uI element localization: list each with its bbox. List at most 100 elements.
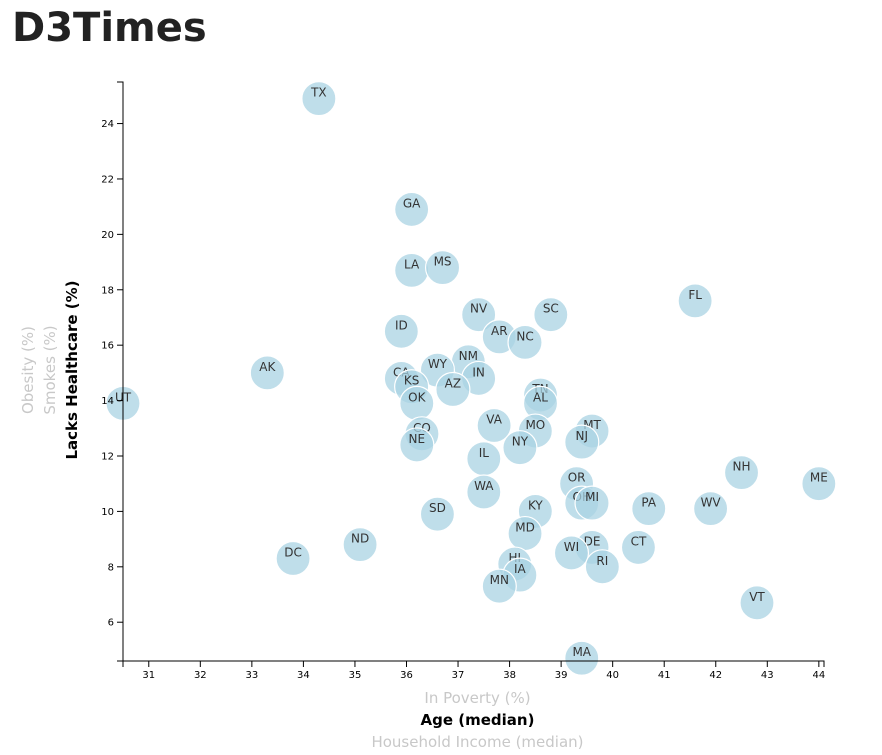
state-point-wi: WI [553,535,590,571]
y-axis-option-1[interactable]: Smokes (%) [41,325,59,414]
state-point-id: ID [383,313,419,349]
y-tick-label: 20 [101,230,114,241]
state-label: KS [404,374,420,388]
y-axis-option-0[interactable]: Lacks Healthcare (%) [63,280,81,459]
y-tick-label: 22 [101,174,114,185]
state-circle [584,549,620,585]
state-point-me: ME [801,466,837,502]
x-tick-label: 35 [349,670,362,681]
state-point-ma: MA [564,640,600,676]
state-circle [435,371,471,408]
state-label: MA [572,645,591,659]
state-circle [564,640,600,676]
state-label: RI [596,554,608,568]
x-axis-option-0[interactable]: In Poverty (%) [424,689,530,707]
state-label: SD [429,501,446,515]
state-circle [394,191,430,228]
state-point-sd: SD [419,496,456,532]
y-tick-label: 10 [101,507,114,518]
x-axis-titles: In Poverty (%) Age (median) Household Inco… [371,689,583,751]
state-label: NV [470,302,488,316]
y-axis-line [117,81,124,662]
state-label: AK [259,360,276,374]
state-point-fl: FL [677,283,713,319]
x-tick-label: 40 [606,670,619,681]
state-circle [739,585,775,621]
state-label: KY [528,498,543,512]
state-point-il: IL [466,441,502,477]
state-label: NH [733,460,751,474]
state-circle [533,297,569,333]
state-label: VA [486,413,502,427]
state-label: WI [564,540,579,554]
state-label: IL [479,446,490,460]
state-point-ri: RI [584,549,620,585]
state-label: CT [631,534,647,548]
state-circle [419,496,456,532]
page-title: D3Times [12,5,207,51]
state-circle [399,427,435,463]
state-point-va: VA [476,407,512,444]
state-label: NM [459,349,478,363]
state-circle [801,466,837,502]
state-label: IA [514,562,527,576]
state-point-ct: CT [620,529,657,566]
state-label: NE [409,432,426,446]
x-tick-label: 37 [452,670,465,681]
y-tick-label: 18 [101,285,114,296]
state-label: PA [641,496,656,510]
state-label: NJ [575,429,588,443]
state-point-ak: AK [249,355,285,391]
x-tick-label: 36 [400,670,413,681]
state-label: GA [403,196,421,210]
x-axis-line [122,660,825,667]
state-label: DC [284,545,302,559]
state-point-ms: MS [424,250,461,286]
state-label: WY [428,357,448,371]
state-label: MD [515,521,535,535]
state-circle [301,81,337,117]
x-axis-option-1[interactable]: Age (median) [421,711,535,729]
state-circle [383,313,419,349]
state-circle [249,355,285,391]
state-point-wv: WV [693,491,729,527]
state-circle [677,283,713,319]
state-label: AZ [445,377,461,391]
state-circle [574,485,610,521]
state-point-md: MD [507,515,543,552]
state-point-ne: NE [399,427,435,463]
state-point-vt: VT [739,585,775,621]
x-axis-option-2[interactable]: Household Income (median) [371,733,583,751]
y-axis-option-2[interactable]: Obesity (%) [19,326,37,414]
state-point-nh: NH [723,455,760,491]
state-point-ny: NY [502,430,538,466]
y-tick-label: 12 [101,451,114,462]
y-axis: 6 8 10 12 14 16 18 20 22 24 [101,81,124,662]
x-tick-label: 41 [658,670,671,681]
state-circle [502,430,538,466]
state-circle [723,455,760,491]
state-circle [476,407,512,444]
state-label: ID [395,318,408,332]
y-axis-titles: Lacks Healthcare (%)Smokes (%)Obesity (%… [19,280,81,459]
plot-area: TXGALAMSFLNVSCARNCIDAKNMWYINCAKSAZTNALUT… [105,81,837,676]
state-circle [275,540,311,577]
state-label: OK [408,390,426,404]
x-tick-label: 39 [555,670,568,681]
state-label: AL [533,390,548,404]
state-circle [461,297,497,333]
state-label: TX [310,86,327,100]
state-point-ga: GA [394,191,430,228]
y-tick-label: 24 [101,119,114,130]
state-label: NY [512,435,529,449]
state-point-la: LA [394,252,430,288]
state-label: WV [701,496,722,510]
state-circle [620,529,657,566]
state-label: IN [472,365,485,379]
y-tick-label: 8 [108,562,114,573]
x-tick-label: 34 [297,670,310,681]
state-point-nc: NC [507,324,543,361]
state-point-dc: DC [275,540,311,577]
state-circle [564,424,600,460]
state-circle [424,250,461,286]
